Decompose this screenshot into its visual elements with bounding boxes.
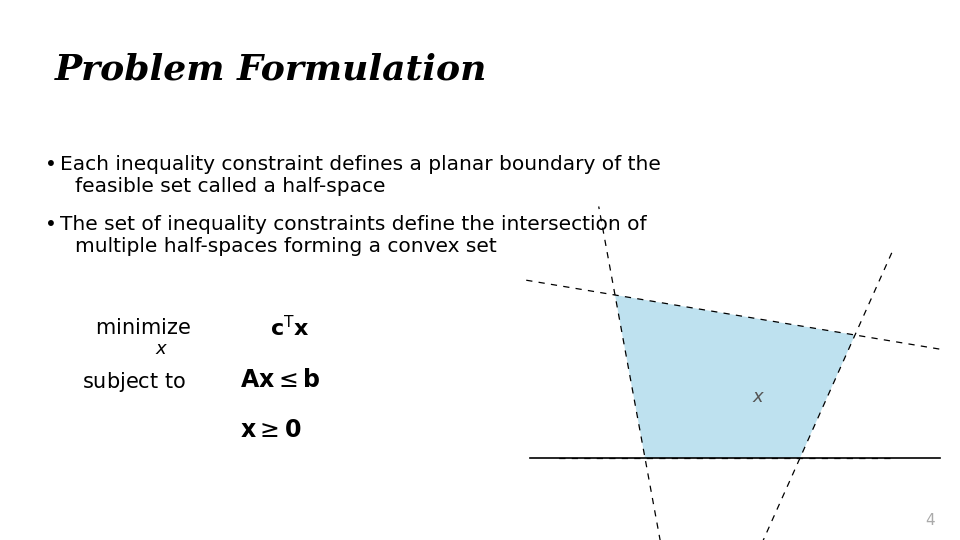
Text: $\mathrm{minimize}$: $\mathrm{minimize}$ (95, 318, 191, 338)
Text: 4: 4 (925, 513, 935, 528)
Text: multiple half-spaces forming a convex set: multiple half-spaces forming a convex se… (75, 237, 496, 256)
Text: feasible set called a half-space: feasible set called a half-space (75, 177, 386, 196)
Text: The set of inequality constraints define the intersection of: The set of inequality constraints define… (60, 215, 647, 234)
Polygon shape (615, 295, 855, 458)
Text: $\mathit{x}$: $\mathit{x}$ (752, 388, 765, 406)
Text: •: • (45, 155, 57, 174)
Text: $\mathbf{c}^\mathsf{T}\mathbf{x}$: $\mathbf{c}^\mathsf{T}\mathbf{x}$ (270, 315, 309, 340)
Text: Problem Formulation: Problem Formulation (55, 52, 488, 86)
Text: •: • (45, 215, 57, 234)
Text: $x$: $x$ (155, 340, 168, 358)
Text: $\mathbf{x} \geq \mathbf{0}$: $\mathbf{x} \geq \mathbf{0}$ (240, 418, 301, 442)
Text: $\mathbf{Ax} \leq \mathbf{b}$: $\mathbf{Ax} \leq \mathbf{b}$ (240, 368, 321, 392)
Text: $\mathrm{subject\ to}$: $\mathrm{subject\ to}$ (82, 370, 186, 394)
Text: Each inequality constraint defines a planar boundary of the: Each inequality constraint defines a pla… (60, 155, 660, 174)
